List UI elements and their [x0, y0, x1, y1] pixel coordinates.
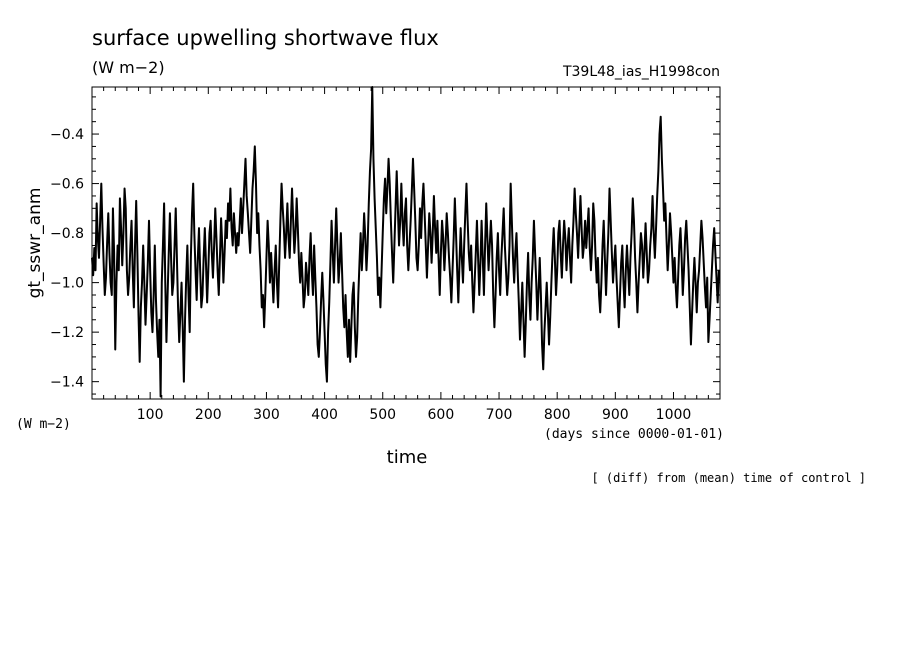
chart-title: surface upwelling shortwave flux	[92, 26, 439, 50]
y-tick-label: −0.6	[50, 177, 84, 193]
x-tick-label: 400	[311, 407, 338, 423]
y-tick-label: −1.0	[50, 276, 84, 292]
x-tick-label: 600	[428, 407, 455, 423]
series-line	[91, 86, 720, 398]
x-tick-label: 100	[137, 407, 164, 423]
x-tick-label: 1000	[656, 407, 692, 423]
x-tick-label: 200	[195, 407, 222, 423]
run-name-label: T39L48_ias_H1998con	[562, 64, 720, 80]
y-tick-label: −1.4	[50, 375, 84, 391]
plot-frame	[91, 86, 721, 400]
x-tick-label: 900	[602, 407, 629, 423]
x-tick-label: 800	[544, 407, 571, 423]
x-tick-label: 300	[253, 407, 280, 423]
axis-ticks	[92, 87, 720, 399]
x-units-label: (days since 0000-01-01)	[544, 427, 724, 442]
y-tick-label: −0.4	[50, 127, 84, 143]
y-units-label: (W m−2)	[16, 417, 71, 432]
x-tick-label: 700	[486, 407, 513, 423]
x-axis-label: time	[387, 447, 428, 468]
method-note: [ (diff) from (mean) time of control ]	[591, 471, 866, 485]
y-axis-label: gt_sswr_anm	[25, 188, 45, 299]
y-tick-label: −1.2	[50, 325, 84, 341]
chart-units-label: (W m−2)	[92, 58, 165, 77]
tick-labels: 100 200 300 400 500 600 700 800 900 1000 −1.4 −1.2 −…	[50, 127, 691, 423]
x-tick-label: 500	[369, 407, 396, 423]
y-tick-label: −0.8	[50, 226, 84, 242]
